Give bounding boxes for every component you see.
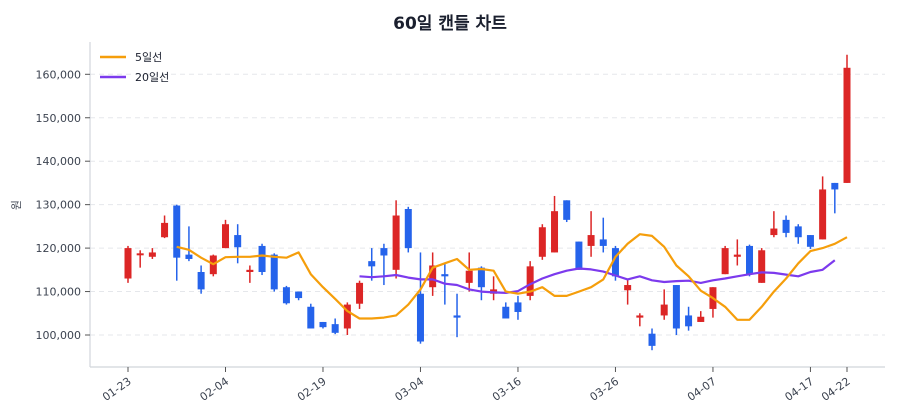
y-axis-label: 원: [10, 200, 23, 210]
candle: [831, 182, 839, 214]
candle: [173, 204, 181, 281]
x-tick-label: 03-04: [393, 375, 427, 404]
candle: [404, 206, 412, 253]
candle: [819, 176, 827, 240]
candle: [746, 244, 754, 277]
y-axis-ticks: 100,000 110,000 120,000 130,000 140,000 150,0…: [36, 68, 90, 342]
candle: [161, 215, 169, 239]
candle: [794, 224, 802, 244]
y-tick-label: 130,000: [36, 199, 82, 212]
x-tick-label: 04-17: [783, 375, 817, 404]
y-tick-label: 140,000: [36, 155, 82, 168]
x-tick-label: 02-19: [295, 375, 329, 404]
candle: [685, 306, 693, 331]
candle: [282, 285, 290, 305]
candle: [575, 241, 583, 270]
candle: [319, 321, 327, 329]
candle: [490, 276, 498, 301]
candle: [648, 328, 656, 351]
candle: [453, 293, 461, 338]
candle: [185, 226, 193, 262]
candle: [697, 311, 705, 322]
candle: [124, 245, 132, 283]
y-tick-label: 160,000: [36, 68, 82, 81]
x-axis-ticks: 01-23 02-04 02-19 03-04 03-16 03-26 04-07 04-17…: [100, 367, 853, 404]
candle: [526, 261, 534, 301]
candle: [392, 200, 400, 279]
legend-label-ma5: 5일선: [135, 50, 162, 64]
candle: [197, 265, 205, 294]
candle: [770, 211, 778, 238]
candle: [477, 266, 485, 301]
candle: [636, 313, 644, 327]
candle: [295, 291, 303, 301]
candle: [416, 252, 424, 344]
candle: [307, 303, 315, 329]
candle: [148, 248, 156, 259]
x-tick-label: 01-23: [100, 375, 134, 404]
chart-title: 60일 캔들 차트: [393, 14, 507, 34]
legend: 5일선 20일선: [100, 50, 169, 84]
y-tick-label: 100,000: [36, 329, 82, 342]
candle: [514, 295, 522, 320]
candle: [758, 248, 766, 283]
y-tick-label: 110,000: [36, 286, 82, 299]
candle: [356, 280, 364, 309]
x-tick-label: 04-22: [819, 375, 853, 404]
candle: [246, 265, 254, 283]
candle: [429, 252, 437, 296]
y-tick-label: 120,000: [36, 242, 82, 255]
x-tick-label: 03-16: [490, 375, 524, 404]
candle: [331, 318, 339, 335]
candle: [563, 200, 571, 223]
candle: [660, 289, 668, 320]
candle: [843, 54, 851, 183]
candle: [258, 243, 266, 276]
candle: [672, 285, 680, 335]
x-tick-label: 04-07: [685, 375, 719, 404]
candle: [782, 215, 790, 238]
x-tick-label: 03-26: [588, 375, 622, 404]
candle: [343, 302, 351, 335]
candle: [709, 287, 717, 318]
candle: [221, 219, 229, 249]
candle: [209, 254, 217, 277]
candle: [721, 245, 729, 275]
legend-label-ma20: 20일선: [135, 70, 169, 84]
candle: [502, 302, 510, 319]
candle: [368, 248, 376, 281]
candle: [733, 239, 741, 266]
x-tick-label: 02-04: [198, 375, 232, 404]
candle: [136, 250, 144, 268]
ma5-line: [176, 233, 848, 321]
candle: [551, 195, 559, 253]
candle: [538, 224, 546, 260]
candle: [270, 253, 278, 292]
candle: [599, 217, 607, 253]
candle: [624, 278, 632, 305]
ma20-line: [359, 259, 836, 294]
candle: [465, 252, 473, 292]
y-tick-label: 150,000: [36, 112, 82, 125]
candles: [124, 54, 851, 351]
candle: [806, 235, 814, 249]
candle: [587, 211, 595, 257]
candle: [380, 243, 388, 286]
y-gridlines: [90, 73, 885, 336]
